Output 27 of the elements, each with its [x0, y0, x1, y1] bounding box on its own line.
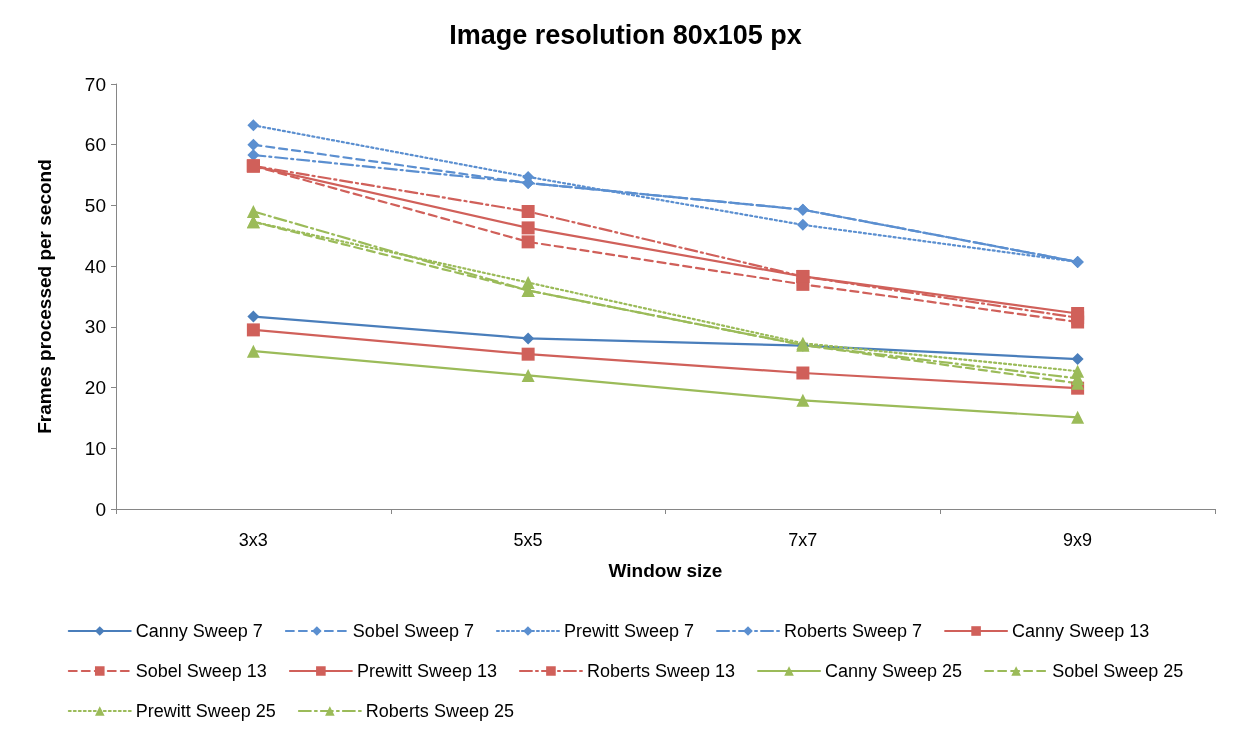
legend-label: Sobel Sweep 25	[1052, 661, 1184, 681]
x-axis-title: Window size	[608, 560, 723, 581]
legend-label: Prewitt Sweep 25	[135, 701, 276, 721]
y-tick-label: 0	[95, 498, 106, 520]
legend-label: Prewitt Sweep 13	[356, 661, 497, 681]
y-tick-label: 10	[84, 437, 106, 459]
y-tick-label: 70	[84, 73, 106, 95]
legend-label: Prewitt Sweep 7	[563, 621, 695, 641]
y-tick-label: 50	[84, 194, 106, 216]
y-tick-label: 60	[84, 134, 106, 156]
y-tick-label: 30	[84, 316, 106, 338]
x-tick-label: 3x3	[238, 530, 268, 550]
legend-label: Canny Sweep 13	[1012, 621, 1150, 641]
x-tick-label: 9x9	[1063, 530, 1093, 550]
x-tick-label: 7x7	[788, 530, 818, 550]
legend-label: Roberts Sweep 13	[586, 661, 736, 681]
x-tick-label: 5x5	[513, 530, 543, 550]
y-tick-label: 20	[84, 377, 106, 399]
y-tick-label: 40	[84, 255, 106, 277]
chart-title: Image resolution 80x105 px	[449, 19, 802, 50]
legend-label: Sobel Sweep 13	[135, 661, 267, 681]
y-axis-title: Frames processed per second	[34, 159, 55, 434]
legend-label: Sobel Sweep 7	[352, 621, 474, 641]
legend-label: Canny Sweep 7	[135, 621, 263, 641]
legend-label: Canny Sweep 25	[825, 661, 963, 681]
legend-label: Roberts Sweep 25	[365, 701, 514, 721]
legend-label: Roberts Sweep 7	[784, 621, 923, 641]
